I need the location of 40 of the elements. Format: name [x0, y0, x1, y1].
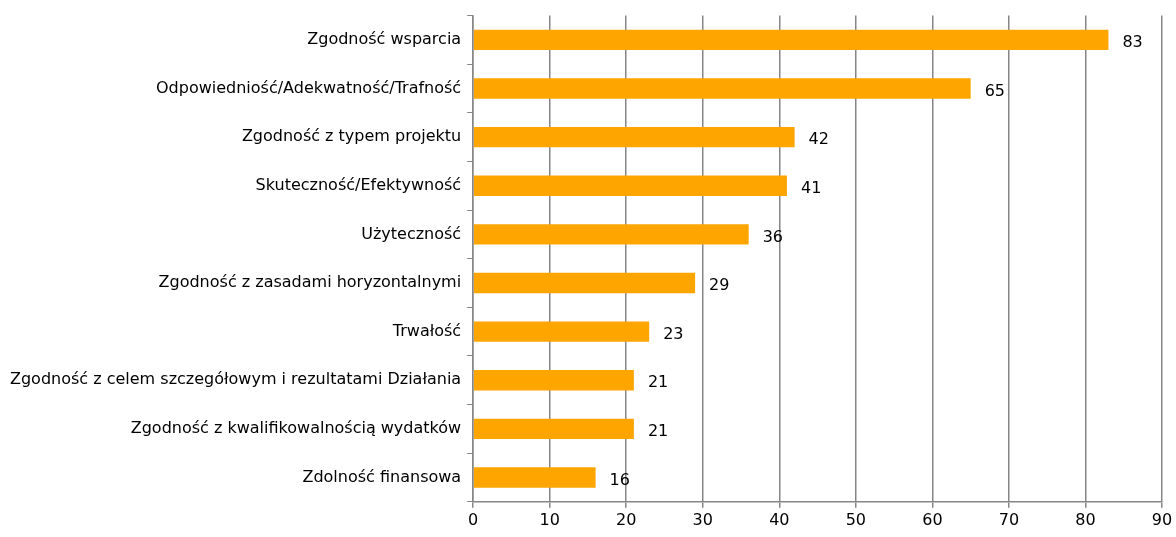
bar: [473, 224, 749, 245]
y-tick-label: Odpowiedniość/Adekwatność/Trafność: [155, 77, 462, 97]
data-label: 41: [800, 177, 822, 197]
bar: [473, 29, 1109, 51]
data-label: 23: [663, 323, 684, 343]
x-tick-label: 50: [845, 509, 867, 529]
bar: [473, 126, 795, 148]
data-label: 65: [984, 80, 1006, 100]
x-tick-label: 0: [468, 509, 479, 529]
x-tick-label: 40: [769, 509, 790, 529]
data-label: 83: [1122, 32, 1143, 52]
y-tick-label: Skuteczność/Efektywność: [255, 174, 462, 194]
y-tick-label: Zgodność z typem projektu: [241, 126, 462, 146]
data-label: 21: [647, 372, 669, 392]
y-tick-label: Trwałość: [391, 320, 462, 340]
bar: [473, 370, 634, 391]
y-tick-label: Zgodność z celem szczegółowym i rezultatami Działania: [9, 369, 462, 389]
bar: [473, 467, 596, 488]
data-label: 16: [609, 469, 630, 489]
x-tick-label: 70: [998, 509, 1020, 529]
x-tick-label: 20: [616, 509, 637, 529]
x-tick-label: 80: [1075, 509, 1096, 529]
data-label: 29: [709, 275, 730, 295]
bar: [473, 175, 787, 196]
x-tick-label: 30: [692, 509, 713, 529]
data-label: 36: [762, 226, 784, 246]
x-tick-label: 10: [539, 509, 560, 529]
y-tick-label: Zgodność z kwalifikowalnością wydatków: [130, 418, 462, 438]
bar: [473, 418, 634, 440]
data-label: 42: [808, 129, 829, 149]
bar: [473, 321, 650, 342]
y-tick-label: Użyteczność: [361, 223, 462, 243]
bar: [473, 272, 696, 294]
y-tick-label: Zdolność finansowa: [302, 466, 462, 486]
data-label: 21: [647, 421, 669, 441]
x-tick-label: 60: [922, 509, 943, 529]
y-tick-label: Zgodność wsparcia: [307, 29, 462, 49]
y-tick-label: Zgodność z zasadami horyzontalnymi: [158, 272, 462, 292]
x-tick-label: 90: [1151, 509, 1173, 529]
bar: [473, 78, 971, 99]
